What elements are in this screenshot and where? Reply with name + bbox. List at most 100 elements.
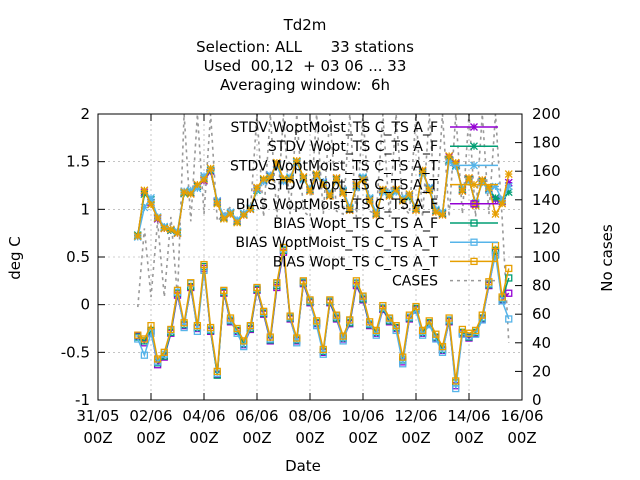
data-point	[166, 225, 175, 234]
data-point	[412, 302, 420, 311]
data-point	[431, 208, 440, 217]
data-point	[478, 175, 487, 184]
data-point	[273, 279, 281, 287]
data-point	[147, 200, 155, 209]
series-layer	[133, 113, 513, 393]
data-point	[213, 367, 221, 376]
data-point	[226, 210, 235, 219]
x-tick-label-date: 02/06	[129, 407, 172, 425]
data-point	[160, 348, 168, 356]
data-point	[226, 314, 235, 322]
y-axis-label: deg C	[6, 236, 24, 280]
data-point	[219, 214, 228, 223]
legend-label: BIAS WoptMoist_TS C_TS A_T	[235, 235, 438, 251]
data-point	[167, 325, 175, 334]
y2-tick-label: 0	[532, 391, 542, 409]
x-axis-label: Date	[285, 457, 321, 475]
data-point	[173, 286, 182, 295]
data-point	[399, 353, 407, 361]
data-point	[253, 183, 261, 192]
data-point	[352, 180, 361, 189]
data-point	[173, 229, 182, 238]
data-point	[372, 326, 380, 335]
data-point	[445, 151, 454, 160]
legend-marker	[470, 238, 478, 246]
data-point	[452, 377, 460, 385]
data-point	[246, 321, 255, 330]
x-tick-label-hour: 00Z	[295, 429, 324, 447]
y-tick-label: 0	[80, 296, 90, 314]
legend-label: STDV Wopt_TS C_TS A_T	[267, 178, 438, 194]
legend-marker	[470, 219, 478, 227]
data-point	[392, 321, 400, 330]
title-line-4: Averaging window: 6h	[220, 76, 390, 94]
data-point	[160, 224, 169, 233]
x-tick-label-date: 04/06	[182, 407, 225, 425]
data-point	[319, 350, 327, 358]
data-point	[153, 213, 162, 222]
data-point	[418, 331, 427, 339]
data-point	[293, 339, 301, 347]
legend-marker	[470, 180, 478, 189]
x-tick-label-date: 10/06	[341, 407, 384, 425]
data-point	[220, 286, 228, 295]
data-point	[491, 193, 500, 202]
series-line	[137, 245, 510, 381]
legend-label: STDV WoptMoist_TS C_TS A_F	[231, 120, 438, 136]
data-point	[412, 206, 420, 215]
data-point	[505, 289, 513, 297]
data-point	[306, 296, 314, 304]
legend-marker	[470, 142, 478, 151]
data-point	[352, 277, 361, 285]
data-point	[398, 196, 407, 205]
data-point	[279, 174, 288, 183]
x-tick-label-hour: 00Z	[454, 429, 483, 447]
data-point	[240, 337, 248, 345]
x-tick-label-hour: 00Z	[83, 429, 112, 447]
data-point	[180, 323, 188, 332]
data-point	[458, 187, 467, 196]
data-point	[385, 314, 394, 322]
data-point	[319, 345, 327, 354]
x-tick-label-hour: 00Z	[242, 429, 271, 447]
legend-item: BIAS Wopt_TS C_TS A_F	[273, 216, 498, 232]
data-point	[505, 315, 513, 323]
legend-item: BIAS Wopt_TS C_TS A_T	[273, 254, 498, 270]
y-tick-label: 0.5	[66, 248, 90, 266]
data-point	[498, 199, 507, 208]
data-point	[299, 277, 308, 285]
data-point	[239, 211, 248, 220]
data-point	[233, 218, 242, 227]
legend-label: STDV Wopt_TS C_TS A_F	[268, 139, 438, 155]
data-point	[286, 175, 295, 184]
data-point	[312, 170, 321, 179]
data-point	[405, 190, 414, 199]
x-tick-label-hour: 00Z	[348, 429, 377, 447]
data-point	[193, 180, 202, 189]
x-tick-label-hour: 00Z	[507, 429, 536, 447]
x-tick-label-date: 16/06	[500, 407, 543, 425]
data-point	[365, 318, 374, 326]
data-point	[504, 170, 513, 179]
data-point	[187, 279, 195, 287]
y-tick-label: 2	[80, 105, 90, 123]
x-tick-label-hour: 00Z	[136, 429, 165, 447]
title-line-1: Td2m	[283, 16, 327, 34]
data-point	[332, 311, 341, 319]
data-point	[206, 164, 215, 173]
data-point	[379, 301, 387, 310]
data-point	[491, 210, 500, 219]
data-point	[418, 166, 427, 175]
data-point	[498, 293, 506, 301]
y2-tick-label: 180	[532, 134, 561, 152]
data-point	[418, 326, 427, 335]
data-point	[339, 189, 348, 198]
data-point	[133, 232, 142, 240]
series-8	[137, 113, 510, 343]
y2-tick-label: 140	[532, 191, 561, 209]
data-point	[326, 296, 334, 304]
cases-line	[137, 113, 510, 343]
data-point	[345, 206, 354, 215]
